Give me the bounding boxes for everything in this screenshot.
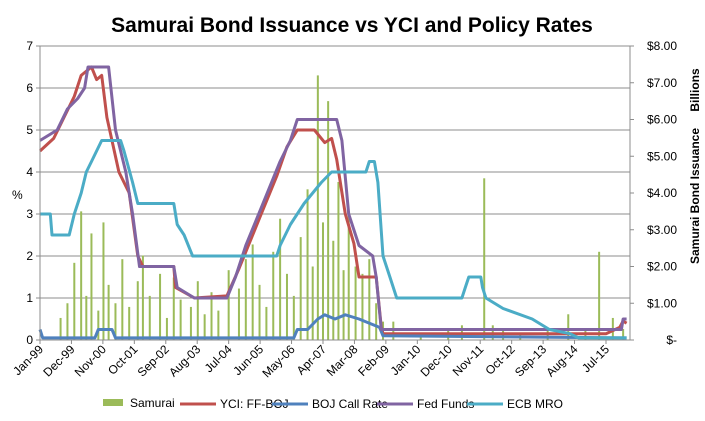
samurai-bar — [375, 303, 378, 340]
samurai-bar — [251, 244, 254, 340]
legend-label: YCI: FF-BOJ — [220, 397, 289, 411]
samurai-bar — [121, 259, 124, 340]
series-line-fed-funds — [39, 65, 627, 331]
samurai-bar — [292, 295, 295, 340]
legend-label: Samurai — [130, 396, 175, 410]
samurai-bar — [148, 295, 151, 340]
samurai-bar — [311, 266, 314, 340]
left-tick-label: 5 — [26, 123, 33, 137]
left-tick-label: 4 — [26, 165, 33, 179]
samurai-bar — [66, 303, 69, 340]
legend: Samurai YCI: FF-BOJ BOJ Call Rate Fed Funds… — [103, 396, 563, 411]
samurai-bar — [90, 233, 93, 340]
samurai-bar — [165, 317, 168, 340]
samurai-bar — [179, 299, 182, 340]
samurai-bar — [136, 281, 139, 340]
left-tick-label: 3 — [26, 207, 33, 221]
samurai-bar — [265, 306, 268, 340]
samurai-bar — [159, 273, 162, 340]
right-axis-unit-label: Billions — [688, 68, 702, 112]
samurai-bar — [622, 328, 625, 340]
samurai-bar — [368, 259, 371, 340]
samurai-bar — [217, 310, 220, 340]
samurai-bars — [59, 75, 625, 341]
samurai-bar — [196, 281, 199, 340]
samurai-bar — [172, 277, 175, 340]
right-tick-label: $7.00 — [647, 76, 677, 90]
samurai-bar — [598, 251, 601, 340]
samurai-bar — [285, 273, 288, 340]
legend-swatch-samurai — [103, 399, 123, 406]
samurai-bar — [337, 181, 340, 340]
right-axis-ticks: $- $1.00 $2.00 $3.00 $4.00 $5.00 $6.00 $7.00 $8.… — [630, 39, 677, 347]
samurai-bar — [128, 306, 131, 340]
samurai-bar — [80, 211, 83, 340]
left-tick-label: 6 — [26, 81, 33, 95]
series-lines — [38, 65, 628, 340]
samurai-bar — [354, 266, 357, 340]
right-axis-label: Samurai Bond Issuance — [688, 128, 702, 264]
left-tick-label: 7 — [26, 39, 33, 53]
right-tick-label: $3.00 — [647, 223, 677, 237]
samurai-bar — [347, 215, 350, 340]
right-tick-label: $- — [666, 333, 677, 347]
samurai-bar — [210, 292, 213, 340]
left-tick-label: 1 — [26, 291, 33, 305]
legend-label: Fed Funds — [417, 397, 474, 411]
samurai-bar — [85, 295, 88, 340]
samurai-bar — [299, 237, 302, 340]
samurai-bar — [73, 262, 76, 340]
right-tick-label: $6.00 — [647, 113, 677, 127]
samurai-bar — [342, 270, 345, 340]
samurai-bar — [244, 259, 247, 340]
samurai-bar — [203, 314, 206, 340]
samurai-bar — [567, 314, 570, 340]
samurai-bar — [306, 189, 309, 340]
series-line-boj-call-rate — [38, 313, 627, 340]
legend-label: ECB MRO — [507, 397, 563, 411]
legend-label: BOJ Call Rate — [312, 397, 388, 411]
series-line-ecb-mro — [40, 139, 627, 340]
left-axis-ticks: 0 1 2 3 4 5 6 7 — [26, 39, 40, 347]
samurai-bar — [279, 218, 282, 340]
right-tick-label: $1.00 — [647, 296, 677, 310]
samurai-bar — [59, 317, 62, 340]
samurai-bar — [258, 284, 261, 340]
samurai-bar — [237, 288, 240, 340]
left-tick-label: 2 — [26, 249, 33, 263]
chart-title: Samurai Bond Issuance vs YCI and Policy … — [111, 14, 593, 37]
samurai-bar — [321, 222, 324, 340]
samurai-bar — [107, 284, 110, 340]
samurai-bar — [316, 75, 319, 341]
samurai-bar — [102, 222, 105, 340]
left-tick-label: 0 — [26, 333, 33, 347]
right-tick-label: $4.00 — [647, 186, 677, 200]
samurai-bar — [97, 310, 100, 340]
samurai-bar — [272, 251, 275, 340]
right-tick-label: $2.00 — [647, 260, 677, 274]
right-tick-label: $5.00 — [647, 149, 677, 163]
left-axis-label: % — [12, 188, 23, 202]
samurai-bar — [361, 273, 364, 340]
samurai-bar — [483, 178, 486, 340]
samurai-bar — [227, 270, 230, 340]
right-tick-label: $8.00 — [647, 39, 677, 53]
samurai-bar — [189, 306, 192, 340]
samurai-bar — [114, 303, 117, 340]
samurai-bar — [141, 255, 144, 340]
samurai-bar — [332, 240, 335, 340]
samurai-bar — [327, 101, 330, 340]
